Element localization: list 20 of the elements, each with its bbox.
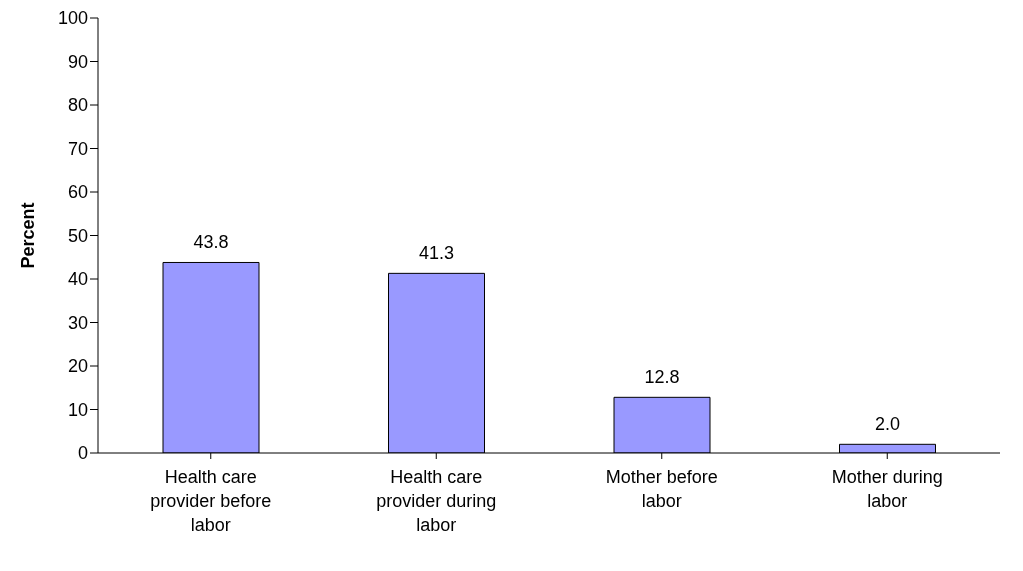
y-tick-label: 10 <box>67 399 88 420</box>
data-label: 43.8 <box>193 232 229 253</box>
x-tick-label: Mother during labor <box>831 467 943 511</box>
y-tick-label: 20 <box>67 356 88 377</box>
x-tick-label: Health care provider before labor <box>150 467 272 535</box>
y-tick-label: 50 <box>67 225 88 246</box>
y-tick-label: 90 <box>67 51 88 72</box>
y-axis-title: Percent <box>18 202 39 269</box>
data-label: 2.0 <box>874 414 901 435</box>
y-tick-label: 60 <box>67 182 88 203</box>
y-tick-label: 100 <box>57 8 88 29</box>
x-tick-label: Mother before labor <box>605 467 718 511</box>
y-tick-label: 40 <box>67 269 88 290</box>
y-tick-label: 30 <box>67 312 88 333</box>
y-tick-label: 80 <box>67 95 88 116</box>
data-label: 41.3 <box>418 243 455 264</box>
y-tick-label: 0 <box>77 443 88 464</box>
y-tick-label: 70 <box>67 138 88 159</box>
x-tick-label: Health care provider during labor <box>376 467 497 535</box>
data-label: 12.8 <box>644 367 680 388</box>
